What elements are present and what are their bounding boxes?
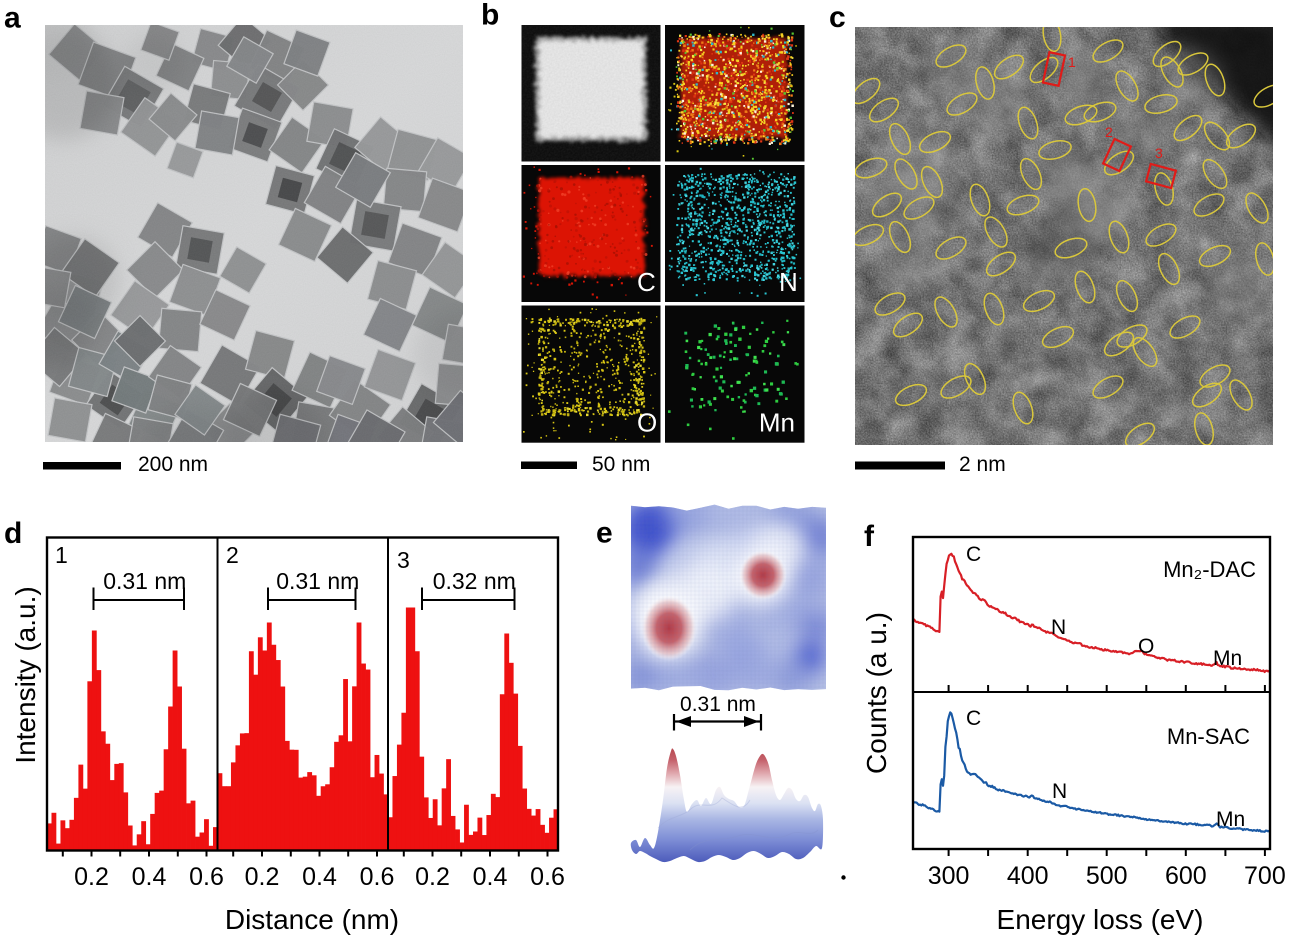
svg-text:2: 2	[226, 542, 239, 568]
svg-text:1: 1	[1068, 54, 1076, 70]
svg-text:0.6: 0.6	[189, 863, 224, 891]
svg-text:Mn-SAC: Mn-SAC	[1167, 724, 1250, 749]
svg-text:0.2: 0.2	[415, 863, 450, 891]
svg-text:600: 600	[1165, 862, 1207, 890]
svg-text:0.2: 0.2	[245, 863, 280, 891]
svg-text:O: O	[1138, 635, 1154, 658]
svg-text:0.2: 0.2	[74, 863, 109, 891]
svg-text:Mn: Mn	[1216, 808, 1245, 831]
svg-text:500: 500	[1086, 862, 1128, 890]
svg-text:N: N	[1052, 780, 1067, 803]
svg-text:e: e	[596, 517, 613, 550]
svg-text:C: C	[637, 267, 656, 297]
svg-text:Mn₂-DAC: Mn₂-DAC	[1163, 557, 1256, 582]
svg-text:0.4: 0.4	[302, 863, 337, 891]
svg-text:0.31 nm: 0.31 nm	[276, 568, 359, 594]
svg-text:Counts (a u.): Counts (a u.)	[861, 612, 892, 774]
svg-text:0.32 nm: 0.32 nm	[433, 568, 516, 594]
svg-text:3: 3	[397, 547, 410, 573]
svg-text:f: f	[864, 520, 875, 553]
svg-text:0.4: 0.4	[473, 863, 508, 891]
svg-text:Intensity (a.u.): Intensity (a.u.)	[10, 586, 41, 763]
svg-text:c: c	[829, 1, 846, 34]
svg-text:O: O	[637, 408, 657, 438]
svg-text:0.6: 0.6	[360, 863, 395, 891]
svg-text:0.4: 0.4	[132, 863, 167, 891]
svg-text:Mn: Mn	[1213, 647, 1242, 670]
svg-text:Distance (nm): Distance (nm)	[225, 904, 399, 935]
svg-text:N: N	[779, 267, 798, 297]
svg-text:400: 400	[1007, 862, 1049, 890]
svg-text:a: a	[4, 2, 21, 35]
svg-text:b: b	[481, 0, 499, 32]
svg-text:C: C	[966, 707, 981, 730]
svg-text:0.31 nm: 0.31 nm	[103, 568, 186, 594]
svg-text:700: 700	[1244, 862, 1286, 890]
svg-text:N: N	[1051, 616, 1066, 639]
svg-text:Energy loss (eV): Energy loss (eV)	[997, 904, 1204, 935]
svg-text:0.6: 0.6	[530, 863, 565, 891]
svg-text:2 nm: 2 nm	[959, 453, 1006, 476]
svg-text:2: 2	[1105, 124, 1113, 140]
svg-text:50 nm: 50 nm	[592, 453, 650, 476]
svg-text:200 nm: 200 nm	[138, 453, 208, 476]
svg-text:3: 3	[1155, 145, 1163, 161]
svg-text:C: C	[966, 543, 981, 566]
svg-text:300: 300	[928, 862, 970, 890]
svg-text:0.31 nm: 0.31 nm	[680, 693, 756, 716]
svg-text:1: 1	[55, 542, 68, 568]
svg-text:Mn: Mn	[759, 408, 795, 438]
svg-text:d: d	[4, 517, 22, 550]
